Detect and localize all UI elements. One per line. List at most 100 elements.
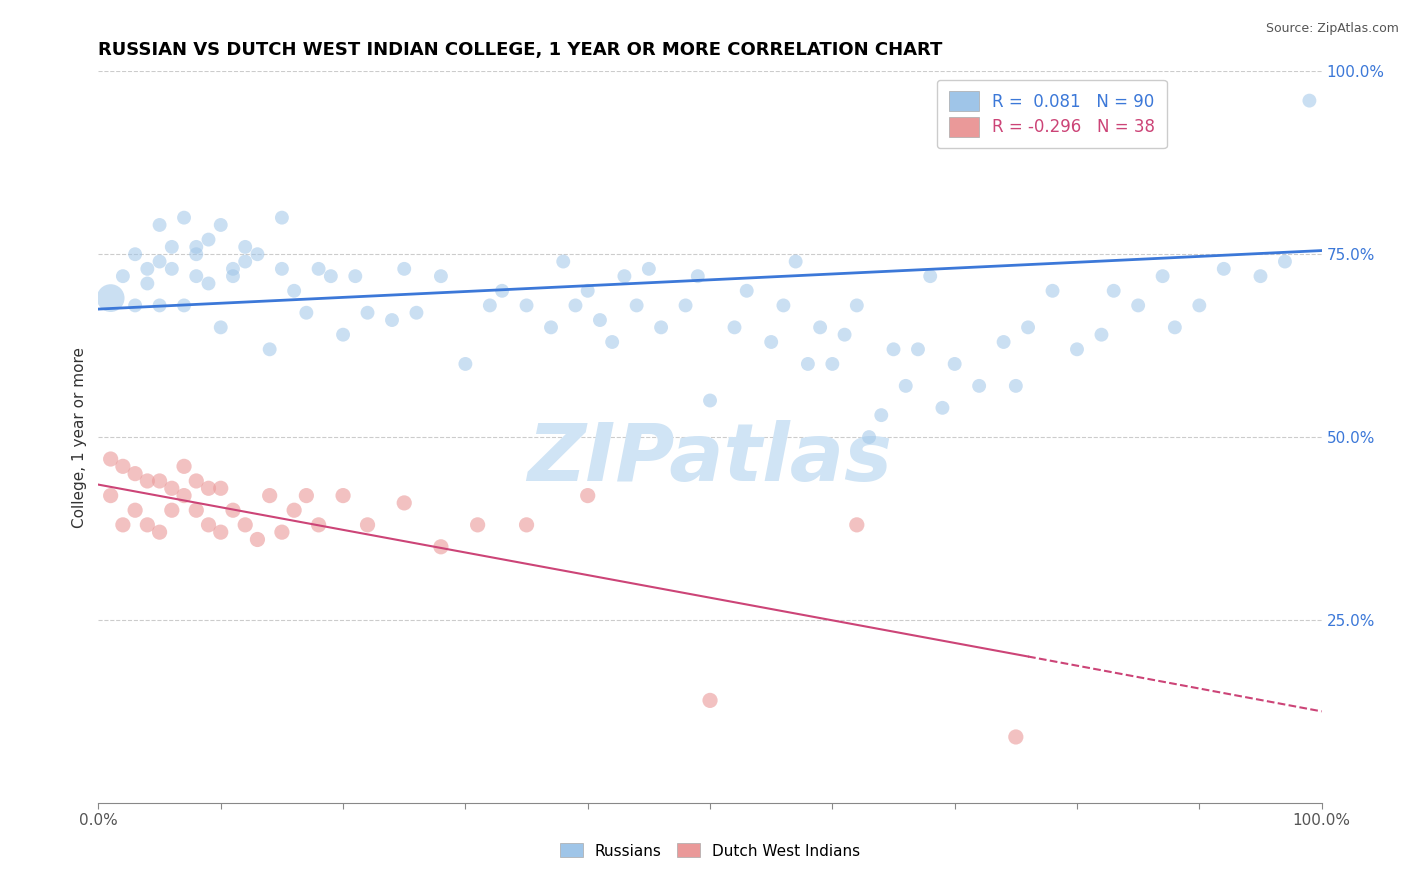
Point — [650, 320, 672, 334]
Point — [600, 334, 623, 349]
Point — [295, 306, 318, 320]
Point — [136, 277, 159, 291]
Point — [761, 334, 783, 349]
Point — [160, 503, 183, 517]
Point — [259, 343, 281, 357]
Point — [222, 269, 245, 284]
Point — [1004, 730, 1026, 744]
Point — [308, 517, 330, 532]
Point — [149, 218, 172, 232]
Point — [233, 517, 256, 532]
Point — [149, 254, 172, 268]
Point — [699, 393, 721, 408]
Point — [197, 481, 219, 495]
Text: Source: ZipAtlas.com: Source: ZipAtlas.com — [1265, 22, 1399, 36]
Point — [883, 343, 905, 357]
Point — [186, 240, 208, 254]
Point — [209, 525, 232, 540]
Point — [392, 261, 416, 276]
Point — [405, 306, 427, 320]
Point — [136, 474, 159, 488]
Point — [259, 489, 281, 503]
Point — [197, 517, 219, 532]
Point — [894, 379, 917, 393]
Point — [723, 320, 745, 334]
Point — [735, 284, 758, 298]
Point — [699, 693, 721, 707]
Point — [124, 503, 146, 517]
Point — [160, 481, 183, 495]
Point — [920, 269, 942, 284]
Point — [1298, 94, 1320, 108]
Point — [907, 343, 929, 357]
Point — [613, 269, 636, 284]
Point — [308, 261, 330, 276]
Point — [943, 357, 966, 371]
Point — [295, 489, 318, 503]
Point — [332, 327, 354, 342]
Point — [1017, 320, 1039, 334]
Point — [392, 496, 416, 510]
Point — [356, 306, 378, 320]
Point — [1274, 254, 1296, 268]
Point — [1164, 320, 1187, 334]
Point — [430, 269, 453, 284]
Point — [222, 503, 245, 517]
Point — [186, 269, 208, 284]
Point — [233, 254, 256, 268]
Point — [160, 240, 183, 254]
Point — [967, 379, 990, 393]
Y-axis label: College, 1 year or more: College, 1 year or more — [72, 347, 87, 527]
Point — [845, 298, 868, 312]
Point — [124, 467, 146, 481]
Text: RUSSIAN VS DUTCH WEST INDIAN COLLEGE, 1 YEAR OR MORE CORRELATION CHART: RUSSIAN VS DUTCH WEST INDIAN COLLEGE, 1 … — [98, 41, 943, 59]
Point — [686, 269, 709, 284]
Point — [675, 298, 697, 312]
Point — [478, 298, 501, 312]
Point — [491, 284, 513, 298]
Point — [124, 298, 146, 312]
Point — [332, 489, 354, 503]
Point — [209, 218, 232, 232]
Point — [516, 298, 538, 312]
Point — [283, 503, 305, 517]
Point — [553, 254, 575, 268]
Point — [149, 474, 172, 488]
Point — [149, 525, 172, 540]
Point — [1250, 269, 1272, 284]
Point — [100, 489, 122, 503]
Point — [821, 357, 844, 371]
Point — [283, 284, 305, 298]
Point — [186, 247, 208, 261]
Point — [344, 269, 367, 284]
Point — [993, 334, 1015, 349]
Point — [576, 489, 599, 503]
Point — [870, 408, 893, 422]
Point — [160, 261, 183, 276]
Point — [1212, 261, 1234, 276]
Point — [149, 298, 172, 312]
Point — [270, 211, 294, 225]
Point — [1128, 298, 1150, 312]
Point — [1042, 284, 1064, 298]
Point — [186, 503, 208, 517]
Point — [246, 247, 269, 261]
Point — [124, 247, 146, 261]
Point — [516, 517, 538, 532]
Point — [785, 254, 807, 268]
Point — [1102, 284, 1125, 298]
Point — [1004, 379, 1026, 393]
Point — [454, 357, 477, 371]
Point — [197, 277, 219, 291]
Point — [1188, 298, 1211, 312]
Point — [356, 517, 378, 532]
Point — [197, 233, 219, 247]
Point — [430, 540, 453, 554]
Point — [319, 269, 342, 284]
Point — [576, 284, 599, 298]
Point — [209, 320, 232, 334]
Point — [797, 357, 820, 371]
Point — [209, 481, 232, 495]
Point — [111, 459, 134, 474]
Point — [638, 261, 661, 276]
